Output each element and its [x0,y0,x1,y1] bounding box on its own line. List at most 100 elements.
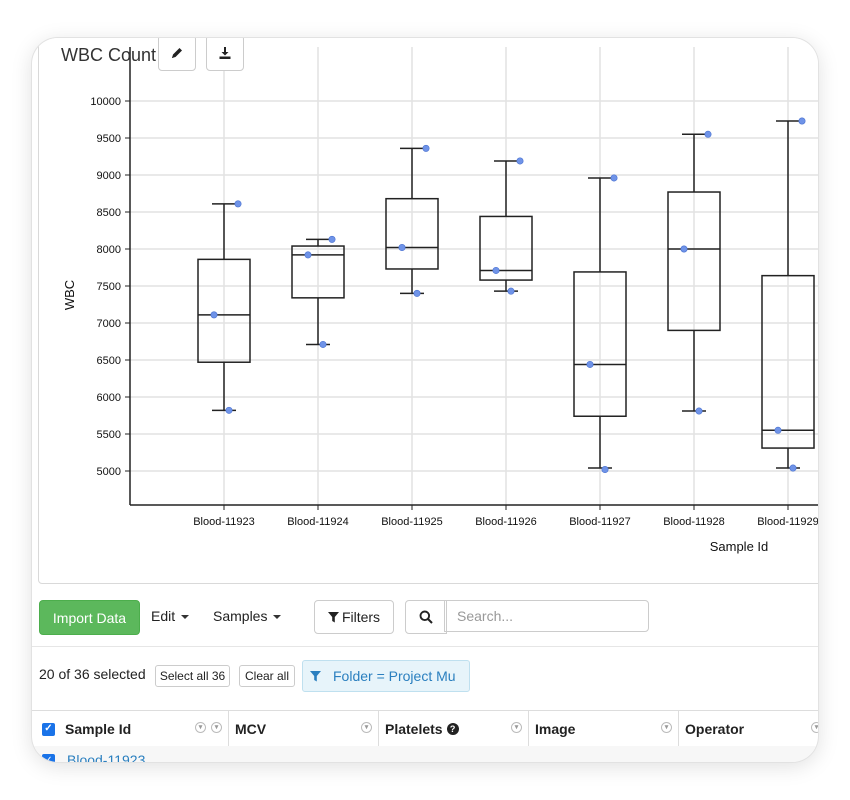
data-point [516,157,524,165]
data-point [507,287,515,295]
chart-title: WBC Count [61,45,157,65]
select-all-checkbox[interactable]: ✓ [42,722,55,736]
data-point [798,117,806,125]
y-tick-label: 5500 [97,429,121,441]
y-tick-label: 7000 [97,318,121,330]
chevron-down-icon[interactable]: ▾ [361,722,372,733]
data-point [234,200,242,208]
data-point [328,235,336,243]
sample-link[interactable]: Blood-11923 [67,752,146,762]
download-icon [219,47,231,59]
column-sample-id[interactable]: ✓ Sample Id ▾ ▾ [32,711,229,747]
y-axis-title: WBC [62,280,77,310]
filter-chip-label: Folder = Project Mu [333,668,456,684]
chevron-down-icon[interactable]: ▾ [211,722,222,733]
column-operator[interactable]: Operator ▾ [679,711,818,747]
iqr-box [197,258,251,363]
edit-menu[interactable]: Edit [151,608,190,624]
x-tick-label: Blood-11929 [757,516,818,528]
data-point [789,464,797,472]
pencil-icon [172,48,182,58]
y-tick-label: 8000 [97,244,121,256]
box-Blood-11929 [761,117,815,472]
funnel-icon [310,670,321,681]
edit-menu-label: Edit [151,608,176,624]
data-point [210,311,218,319]
iqr-box [291,245,345,299]
import-data-button[interactable]: Import Data [39,600,140,635]
selection-bar: 20 of 36 selected Select all 36 Clear al… [32,660,818,696]
y-tick-label: 5000 [97,466,121,478]
y-tick-label: 7500 [97,281,121,293]
chevron-down-icon[interactable]: ▾ [511,722,522,733]
chevron-down-icon[interactable]: ▾ [811,722,818,733]
toolbar: Import Data Edit Samples Filters Search.… [32,600,818,646]
data-point [304,251,312,259]
column-platelets[interactable]: Platelets ? ▾ [379,711,529,747]
search-input[interactable]: Search... [444,600,649,632]
samples-menu[interactable]: Samples [213,608,282,624]
wbc-box-plot: 5000 5500 6000 6500 7000 7500 8000 8500 9000 9500… [62,47,818,554]
column-image[interactable]: Image ▾ [529,711,679,747]
iqr-box [761,274,815,449]
help-icon[interactable]: ? [446,723,459,735]
column-mcv[interactable]: MCV ▾ [229,711,379,747]
filters-label: Filters [341,609,381,625]
iqr-box [573,271,627,417]
filter-chip[interactable]: Folder = Project Mu [302,660,470,692]
download-chart-button[interactable] [206,38,244,71]
data-point [601,466,609,474]
data-point [319,340,327,348]
edit-chart-button[interactable] [158,38,196,71]
clear-all-button[interactable]: Clear all [239,665,295,687]
data-point [422,144,430,152]
column-label: MCV [235,721,267,737]
column-label: Sample Id [65,721,132,737]
search-icon [419,610,433,624]
x-tick-label: Blood-11925 [381,516,443,528]
box-Blood-11928 [667,130,721,415]
y-tick-label: 8500 [97,207,121,219]
y-tick-label: 6000 [97,392,121,404]
toolbar-divider [32,646,818,647]
chart-panel: 5000 5500 6000 6500 7000 7500 8000 8500 9000 9500… [38,38,818,584]
data-point [774,426,782,434]
x-tick-label: Blood-11924 [287,516,349,528]
data-point [680,245,688,253]
data-point [413,289,421,297]
iqr-box [385,197,439,270]
app-window: 5000 5500 6000 6500 7000 7500 8000 8500 9000 9500… [32,38,818,762]
x-tick-label: Blood-11923 [193,516,255,528]
chevron-down-icon [181,615,190,620]
row-checkbox[interactable]: ✓ [42,754,55,762]
data-point [492,266,500,274]
chevron-down-icon[interactable]: ▾ [195,722,206,733]
data-point [695,407,703,415]
x-axis-title: Sample Id [710,539,769,554]
selection-count: 20 of 36 selected [39,666,146,682]
select-all-button[interactable]: Select all 36 [155,665,230,687]
iqr-box [479,215,533,281]
y-tick-label: 9500 [97,133,121,145]
data-point [586,360,594,368]
data-point [610,174,618,182]
x-tick-label: Blood-11928 [663,516,725,528]
x-tick-label: Blood-11926 [475,516,537,528]
y-tick-label: 9000 [97,170,121,182]
box-Blood-11924 [291,235,345,348]
box-Blood-11923 [197,200,251,414]
column-label: Operator [685,721,745,737]
box-Blood-11925 [385,144,439,297]
data-point [704,130,712,138]
grid-header: ✓ Sample Id ▾ ▾ MCV ▾ Platelets ? ▾ Image… [32,710,818,748]
chevron-down-icon [273,615,282,620]
data-point [398,244,406,252]
column-label: Image [535,721,576,737]
table-row[interactable]: ✓ Blood-11923 [32,746,818,762]
search-button[interactable] [405,600,447,634]
box-Blood-11926 [479,157,533,295]
y-tick-label: 10000 [90,96,121,108]
box-Blood-11927 [573,174,627,474]
filters-button[interactable]: Filters [314,600,394,634]
chevron-down-icon[interactable]: ▾ [661,722,672,733]
